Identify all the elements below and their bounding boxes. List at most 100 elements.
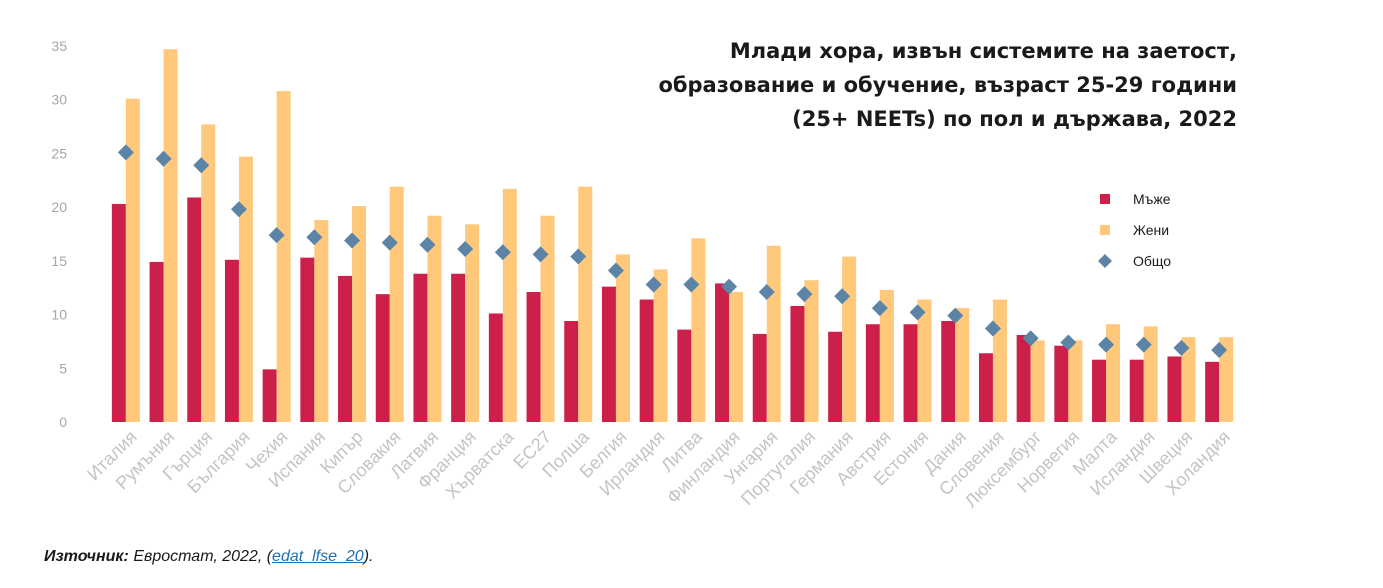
marker-total [1098, 336, 1115, 353]
marker-total [344, 232, 361, 249]
bar-men [1129, 359, 1144, 422]
bar-women [1030, 340, 1045, 422]
bar-men [677, 329, 692, 422]
y-tick-label: 25 [51, 145, 67, 161]
legend-label: Мъже [1133, 191, 1171, 207]
marker-total [1211, 342, 1228, 359]
source-link[interactable]: edat_lfse_20 [272, 548, 364, 565]
marker-total [796, 286, 813, 303]
y-tick-label: 35 [51, 38, 67, 54]
y-tick-label: 20 [51, 199, 67, 215]
bar-women [955, 308, 970, 422]
bar-women [276, 91, 291, 423]
x-axis-labels: ИталияРумънияГърцияБългарияЧехияИспанияК… [83, 426, 1234, 511]
marker-total [457, 241, 474, 258]
legend-label: Общо [1133, 253, 1171, 269]
marker-total [306, 229, 323, 246]
bar-men [601, 286, 616, 422]
marker-total [758, 284, 775, 301]
bar-men [375, 294, 390, 422]
bar-men [224, 259, 239, 422]
bar-women [389, 186, 404, 422]
source-note: Източник: Евростат, 2022, (edat_lfse_20)… [44, 548, 373, 566]
marker-total [494, 244, 511, 261]
marker-total [1060, 334, 1077, 351]
marker-total [909, 304, 926, 321]
bars [111, 49, 1234, 423]
bar-women [1068, 340, 1083, 422]
marker-total [871, 300, 888, 317]
y-axis: 0 5 10 15 20 25 30 35 [51, 38, 67, 430]
marker-total [570, 248, 587, 265]
chart: 0 5 10 15 20 25 30 35 ИталияРумънияГърцияБългар… [51, 38, 1234, 511]
bar-women [729, 292, 744, 422]
bar-women [1181, 337, 1196, 422]
marker-total [645, 276, 662, 293]
bar-men [865, 324, 880, 422]
bar-men [941, 321, 956, 422]
marker-total [419, 236, 436, 253]
bar-men [451, 273, 466, 422]
y-tick-label: 5 [59, 360, 67, 376]
bar-women [1143, 326, 1158, 422]
source-label: Източник: [44, 548, 129, 565]
bar-women [540, 215, 555, 422]
y-tick-label: 0 [59, 414, 67, 430]
bar-men [639, 299, 654, 422]
bar-women [465, 224, 480, 422]
bar-women [804, 280, 819, 422]
y-tick-label: 10 [51, 307, 67, 323]
marker-total [1135, 336, 1152, 353]
bar-women [238, 156, 253, 422]
legend-total-marker [1098, 254, 1112, 268]
chart-title-line-1: Млади хора, извън системите на заетост, [729, 39, 1237, 63]
bar-women [578, 186, 593, 422]
bar-men [903, 324, 918, 422]
legend-label: Жени [1133, 222, 1169, 238]
marker-total [117, 144, 134, 161]
chart-title-line-3: (25+ NEETs) по пол и държава, 2022 [792, 107, 1237, 131]
marker-total [683, 276, 700, 293]
markers [117, 144, 1228, 359]
marker-total [834, 288, 851, 305]
marker-total [607, 262, 624, 279]
bar-men [1167, 356, 1182, 422]
y-tick-label: 30 [51, 92, 67, 108]
bar-women [201, 124, 216, 423]
chart-title: Млади хора, извън системите на заетост, … [597, 34, 1237, 136]
bar-men [300, 257, 315, 422]
bar-women [615, 254, 630, 422]
bar-women [766, 245, 781, 422]
bar-women [427, 215, 442, 422]
bar-men [752, 333, 767, 422]
bar-women [314, 220, 329, 422]
bar-men [262, 369, 277, 422]
bar-women [842, 256, 857, 422]
marker-total [381, 234, 398, 251]
bar-men [790, 305, 805, 422]
bar-men [715, 283, 730, 422]
bar-men [187, 197, 202, 422]
bar-men [564, 321, 579, 422]
marker-total [721, 278, 738, 295]
marker-total [1173, 339, 1190, 356]
bar-women [1219, 337, 1234, 422]
y-tick-label: 15 [51, 253, 67, 269]
bar-women [502, 188, 517, 422]
legend-men-swatch [1100, 194, 1110, 204]
bar-men [111, 203, 126, 422]
bar-women [917, 299, 932, 422]
source-text: Евростат, 2022, ( [128, 548, 273, 565]
marker-total [1022, 330, 1039, 347]
bar-women [992, 299, 1007, 422]
bar-men [828, 331, 843, 422]
marker-total [155, 150, 172, 167]
bar-women [352, 206, 367, 422]
legend-women-swatch [1100, 225, 1110, 235]
marker-total [984, 320, 1001, 337]
marker-total [193, 157, 210, 174]
marker-total [947, 307, 964, 324]
marker-total [230, 201, 247, 218]
bar-men [1054, 345, 1069, 422]
bar-women [691, 238, 706, 422]
